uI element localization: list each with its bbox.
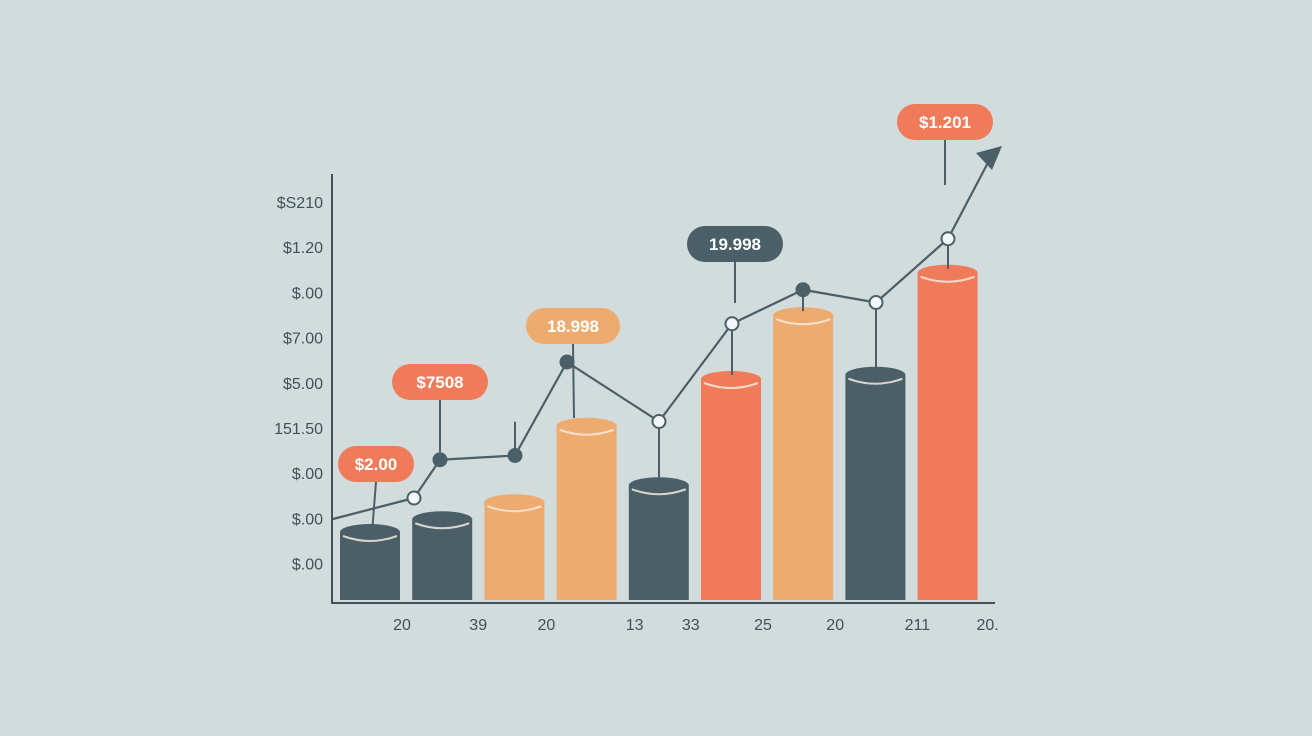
x-tick-labels: 20 39 20 13 33 25 20 211 20. [393,617,999,634]
bar-cap-highlight [775,318,831,326]
callouts: $2.00 $7508 18.998 19.998 $1.201 [338,104,993,534]
trend-point [559,354,575,370]
bar [701,371,761,600]
trend-line [331,237,949,521]
x-tick-label: 33 [682,617,700,634]
bar-cap-highlight [631,488,687,496]
callout-stem [371,481,377,534]
bar-cap [845,366,906,383]
bar [628,477,689,600]
bar-body [412,519,473,600]
callout-label: $2.00 [355,455,398,474]
callout: $7508 [392,364,488,452]
callout-pill [526,308,620,344]
callout-pill [897,104,993,140]
bar [412,511,473,600]
callout-pill [392,364,488,400]
y-tick-label: $5.00 [283,376,323,393]
bar [556,417,617,600]
x-tick-label: 20 [826,617,844,634]
x-tick-label: 20 [538,617,556,634]
callout-label: 18.998 [547,317,599,336]
callout: $1.201 [897,104,993,185]
bar-body [340,532,400,600]
bar-cap-highlight [703,382,759,389]
axes [331,174,995,604]
trend-line-group [331,146,1002,521]
bar-cap [412,511,473,528]
bar-body [701,379,761,600]
x-tick-label: 211 [905,617,931,634]
y-tick-labels: $S210 $1.20 $.00 $7.00 $5.00 151.50 $.00 $.00 $.… [274,195,323,574]
callout: 19.998 [687,226,783,303]
bar-cap [917,264,978,281]
y-tick-label: $.00 [292,557,323,574]
trend-arrow-head [976,146,1002,170]
bar-cap [556,417,617,434]
bar-cap-highlight [414,522,470,530]
y-tick-label: $.00 [292,285,323,302]
bar-body [845,374,906,600]
x-tick-label: 39 [469,617,487,634]
trend-point [940,231,956,247]
bars [340,264,978,600]
callout: $2.00 [338,446,414,534]
callout-label: 19.998 [709,235,761,254]
y-tick-label: $1.20 [283,240,323,257]
callout-stem [572,343,575,419]
trend-point [651,414,667,429]
bar-cap [340,524,400,540]
bar-cap-highlight [559,428,614,436]
y-tick-label: 151.50 [274,421,323,438]
trend-arrow-shaft [947,154,993,240]
x-tick-label: 25 [754,617,772,634]
y-tick-label: $7.00 [283,331,323,348]
y-tick-label: $.00 [292,511,323,528]
y-tick-label: $S210 [277,195,323,212]
callout-pill [687,226,783,262]
trend-point [724,316,740,332]
bar-cap-highlight [342,535,398,542]
trend-point [795,282,811,298]
x-tick-label: 20 [393,617,411,634]
bar-body [628,485,689,600]
y-tick-label: $.00 [292,466,323,483]
bar-body [917,272,978,600]
bar [917,264,978,600]
trend-point [406,490,422,506]
bar [773,307,834,600]
bar-cap [773,307,834,324]
x-tick-label: 20. [976,617,998,634]
trend-point [432,452,448,468]
bar-cap-highlight [487,505,542,513]
bar [845,366,906,600]
bar-cap [484,494,545,511]
bar-cap [701,371,761,387]
bar [484,494,545,600]
bar-body [773,315,834,600]
bar-cap-highlight [920,275,975,283]
callout-label: $1.201 [919,113,971,132]
callout-pill [338,446,414,482]
callout: 18.998 [526,308,620,419]
bar-body [556,425,617,600]
bar [340,524,400,600]
x-tick-label: 13 [626,617,644,634]
trend-point [868,295,884,310]
bar-cap [628,477,689,494]
callout-label: $7508 [416,373,463,392]
bar-cap-highlight [848,377,903,385]
bar-body [484,502,545,600]
